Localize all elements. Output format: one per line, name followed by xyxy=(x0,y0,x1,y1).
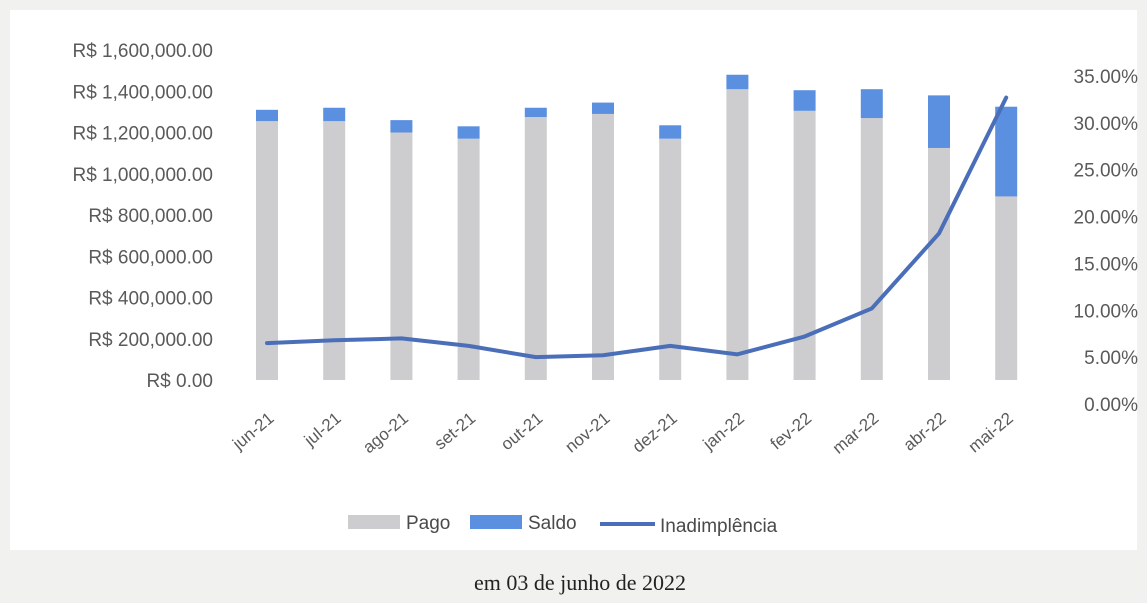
bar-pago-mai-22 xyxy=(995,196,1018,380)
legend-label-saldo: Saldo xyxy=(528,513,577,534)
bar-pago-mar-22 xyxy=(860,118,883,380)
y-right-tick-label: 0.00% xyxy=(1084,395,1138,416)
bar-saldo-dez-21 xyxy=(659,125,682,139)
bar-pago-jan-22 xyxy=(726,89,749,380)
y-left-tick-label: R$ 0.00 xyxy=(146,371,213,392)
bar-saldo-mar-22 xyxy=(860,89,883,119)
bar-pago-ago-21 xyxy=(390,132,413,380)
legend-swatch-saldo xyxy=(470,515,522,529)
bar-saldo-jul-21 xyxy=(323,107,346,122)
legend-swatch-pago xyxy=(348,515,400,529)
bar-saldo-out-21 xyxy=(524,107,547,118)
bar-saldo-fev-22 xyxy=(793,90,816,111)
bar-saldo-set-21 xyxy=(457,126,480,139)
legend-label-pago: Pago xyxy=(406,513,450,534)
legend: Pago Saldo Inadimplência xyxy=(348,513,778,537)
y-right-tick-label: 30.00% xyxy=(1074,114,1139,135)
y-left-tick-label: R$ 200,000.00 xyxy=(88,330,213,351)
bar-saldo-ago-21 xyxy=(390,120,413,133)
bar-pago-dez-21 xyxy=(659,138,682,380)
y-right-tick-label: 20.00% xyxy=(1074,208,1139,229)
caption: em 03 de junho de 2022 xyxy=(474,570,686,595)
bar-saldo-jan-22 xyxy=(726,74,749,90)
bar-pago-abr-22 xyxy=(928,147,950,380)
bar-pago-jul-21 xyxy=(323,121,346,380)
bar-saldo-mai-22 xyxy=(995,106,1018,197)
y-right-tick-label: 25.00% xyxy=(1074,161,1139,182)
y-right-tick-label: 10.00% xyxy=(1074,301,1139,322)
legend-label-inadimplencia: Inadimplência xyxy=(660,516,778,537)
bar-pago-jun-21 xyxy=(256,121,278,380)
bar-pago-fev-22 xyxy=(793,110,816,380)
bar-pago-nov-21 xyxy=(592,113,614,380)
y-left-tick-label: R$ 400,000.00 xyxy=(88,289,213,310)
y-left-tick-label: R$ 1,400,000.00 xyxy=(72,82,213,103)
bar-saldo-abr-22 xyxy=(928,95,950,148)
line-inadimplencia xyxy=(265,95,1009,360)
y-right-tick-label: 35.00% xyxy=(1074,67,1139,88)
y-left-tick-label: R$ 1,200,000.00 xyxy=(72,124,213,145)
bar-pago-out-21 xyxy=(524,117,547,380)
y-left-tick-label: R$ 800,000.00 xyxy=(88,206,213,227)
bar-saldo-nov-21 xyxy=(592,102,614,114)
y-right-tick-label: 5.00% xyxy=(1084,348,1138,369)
y-right-tick-label: 15.00% xyxy=(1074,254,1139,275)
bar-saldo-jun-21 xyxy=(256,109,278,122)
bar-pago-set-21 xyxy=(457,138,480,380)
y-left-tick-label: R$ 600,000.00 xyxy=(88,247,213,268)
y-left-tick-label: R$ 1,000,000.00 xyxy=(72,165,213,186)
y-left-tick-label: R$ 1,600,000.00 xyxy=(72,41,213,62)
